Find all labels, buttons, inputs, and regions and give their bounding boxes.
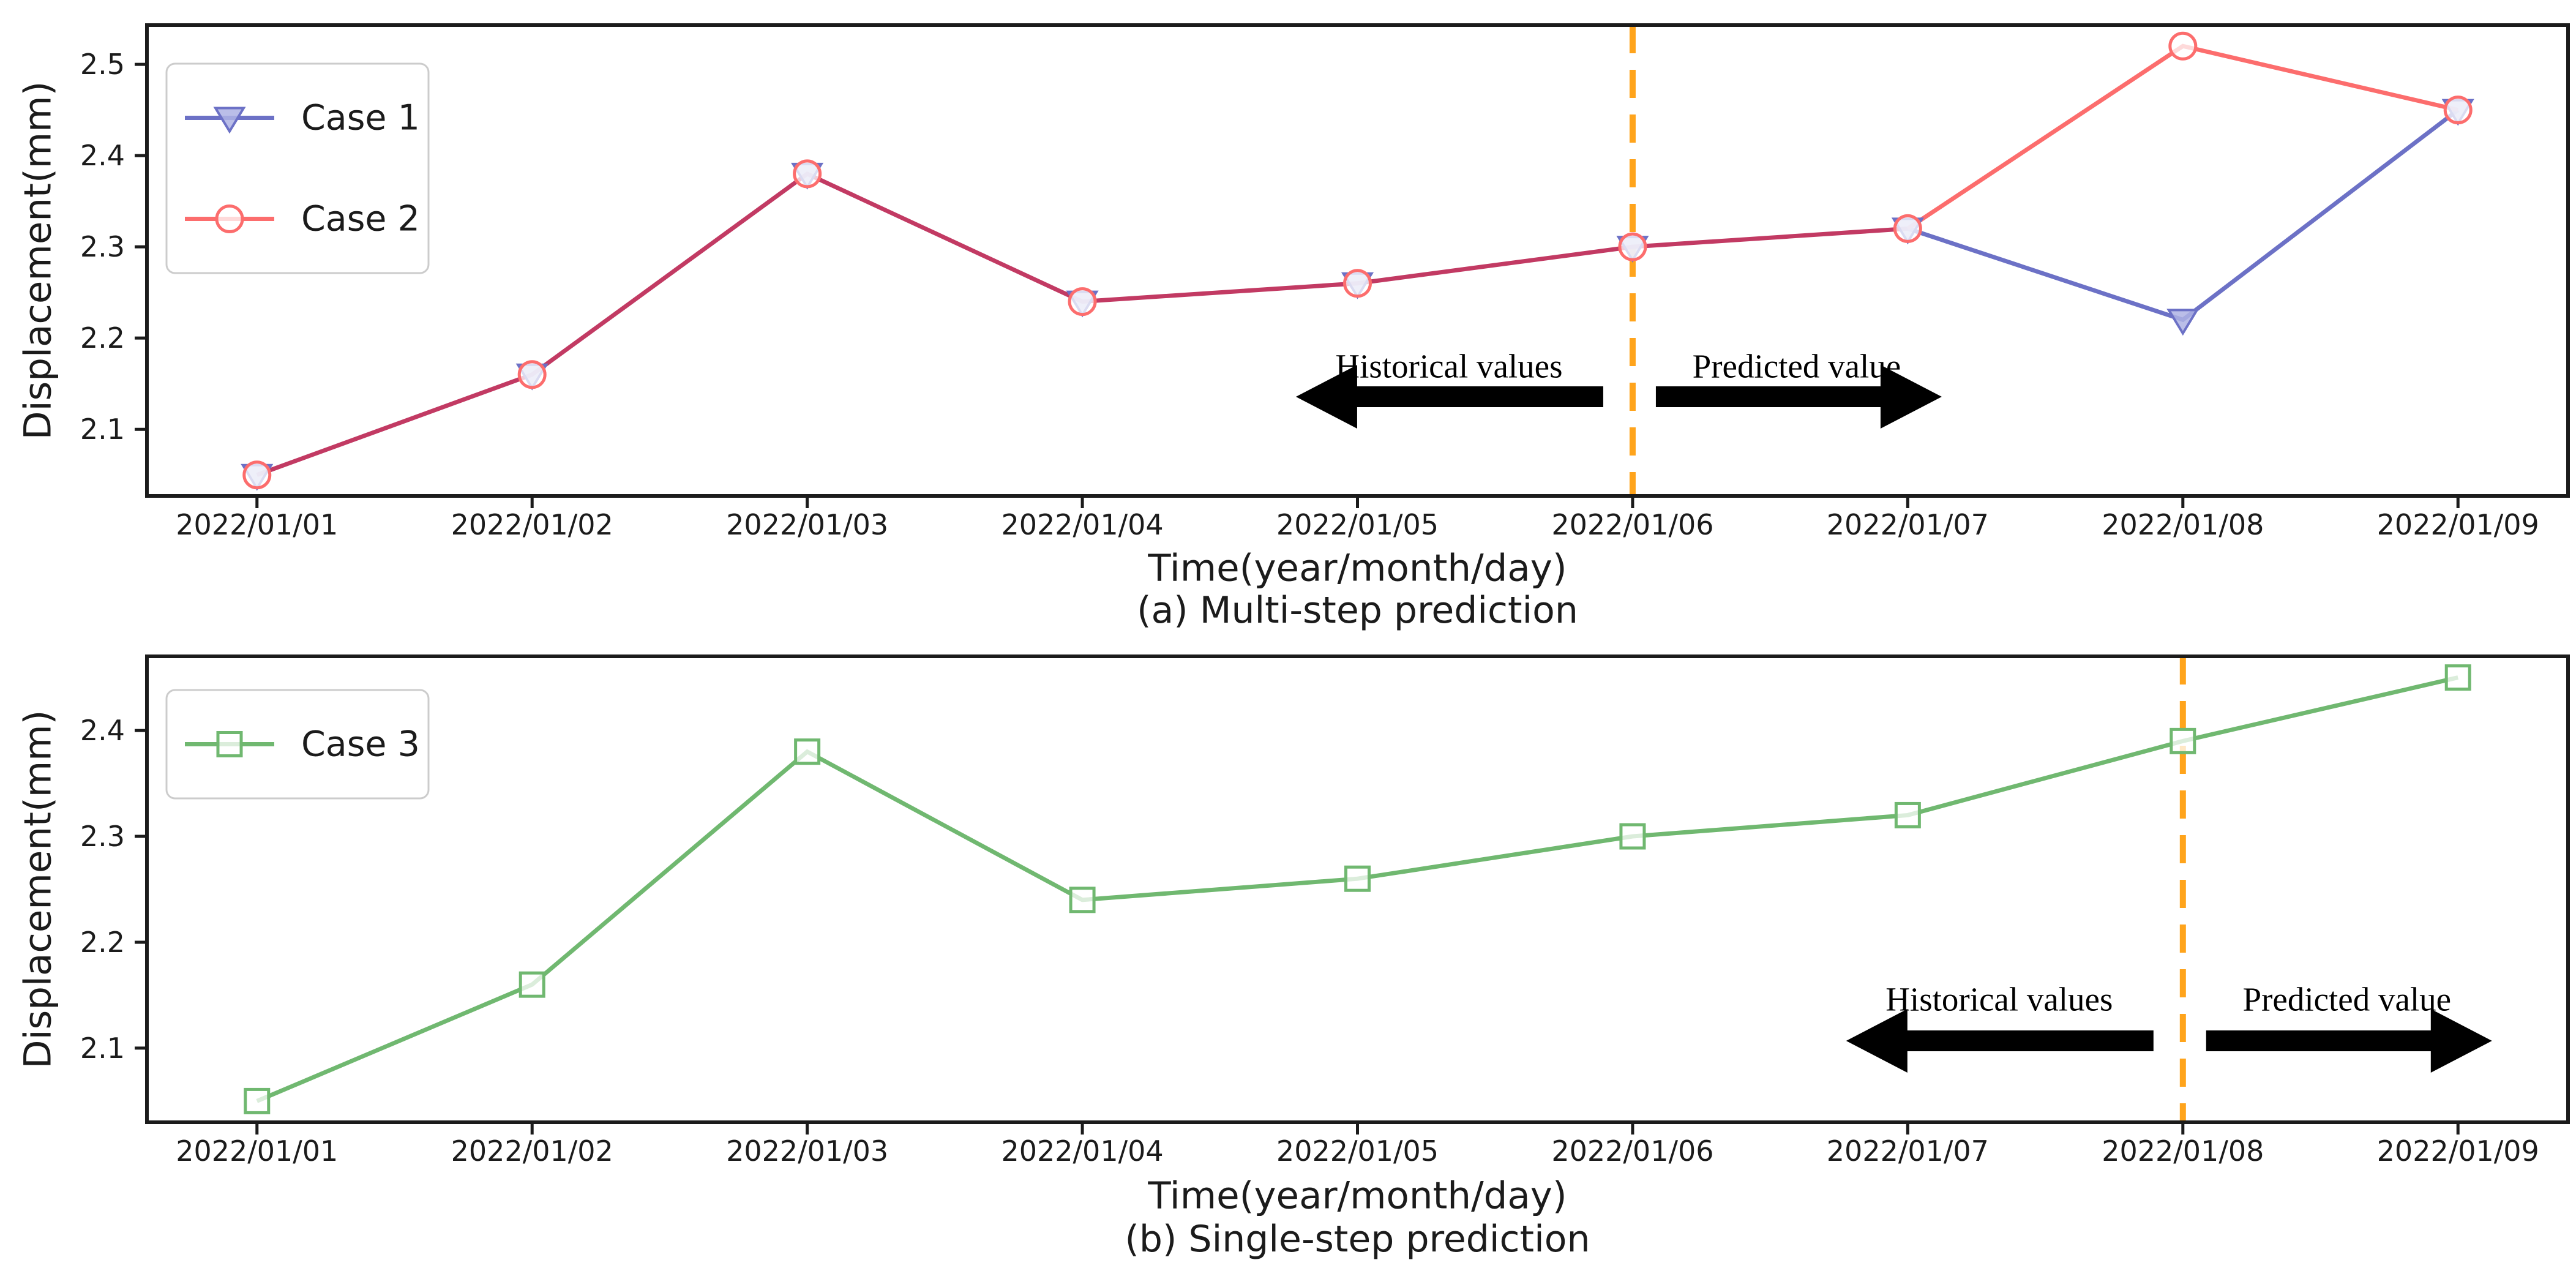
square-marker: [2170, 727, 2196, 754]
legend-item: Case 1: [185, 98, 420, 138]
case-1-predicted-line: [1907, 108, 2460, 323]
square-marker: [1069, 887, 1096, 913]
predicted-value-label: Predicted value: [1693, 348, 1901, 385]
circle-marker: [517, 360, 547, 389]
legend-item: Case 3: [185, 724, 420, 765]
square-marker: [244, 1087, 271, 1114]
circle-marker: [1068, 287, 1097, 317]
square-marker: [519, 971, 545, 998]
y-tick-label: 2.3: [80, 820, 125, 853]
x-tick-label: 2022/01/06: [1551, 508, 1713, 541]
chart-b: 2022/01/01 2022/01/02 2022/01/03 2022/01/04…: [17, 655, 2570, 1261]
x-tick-label: 2022/01/04: [1001, 1135, 1163, 1168]
historical-values-label: Historical values: [1885, 981, 2113, 1018]
square-marker: [1619, 823, 1646, 850]
legend-label: Case 1: [301, 98, 420, 138]
y-tick-label: 2.5: [80, 48, 125, 81]
x-tick-label: 2022/01/08: [2102, 508, 2264, 541]
circle-marker: [242, 460, 272, 490]
y-tick-label: 2.3: [80, 230, 125, 263]
x-tick-label: 2022/01/05: [1276, 1135, 1439, 1168]
plot-border: [145, 23, 2570, 498]
predicted-arrow: [2206, 1009, 2492, 1073]
legend-box: [165, 689, 430, 800]
y-tick-label: 2.1: [80, 413, 125, 446]
triangle-down-marker: [2166, 309, 2200, 336]
x-tick-label: 2022/01/09: [2377, 508, 2539, 541]
historical-values-label: Historical values: [1335, 348, 1562, 385]
x-tick-label: 2022/01/07: [1827, 508, 1989, 541]
y-tick-label: 2.2: [80, 926, 125, 959]
historical-arrow: [1846, 1009, 2154, 1073]
x-tick-label: 2022/01/02: [451, 508, 613, 541]
triangle-down-legend-marker: [213, 107, 246, 134]
square-marker: [1894, 801, 1921, 828]
x-tick-label: 2022/01/03: [726, 508, 888, 541]
x-axis-label: Time(year/month/day): [1147, 547, 1567, 590]
square-marker: [794, 738, 821, 765]
square-legend-marker: [216, 731, 243, 757]
circle-marker: [1343, 269, 1372, 298]
circle-marker: [2168, 31, 2198, 61]
x-tick-label: 2022/01/03: [726, 1135, 888, 1168]
square-marker: [2444, 664, 2471, 691]
historical-arrow: [1295, 365, 1603, 429]
legend: Case 1 Case 2: [165, 62, 430, 274]
x-tick-label: 2022/01/06: [1551, 1135, 1713, 1168]
x-tick-label: 2022/01/04: [1001, 508, 1163, 541]
subplot-caption: (b) Single-step prediction: [1125, 1218, 1590, 1261]
case-2-predicted-line: [1906, 43, 2459, 231]
y-axis-label: Displacement(mm): [17, 710, 60, 1069]
legend-label: Case 3: [301, 724, 420, 765]
historical-overlap-line: [256, 171, 1908, 478]
y-tick-label: 2.4: [80, 139, 125, 172]
predicted-value-label: Predicted value: [2243, 981, 2452, 1018]
square-marker: [1344, 865, 1371, 892]
case-3-markers: [244, 664, 2471, 1114]
chart-a: 2022/01/01 2022/01/02 2022/01/03 2022/01/04…: [17, 23, 2570, 632]
annotation-group: Historical values Predicted value: [1295, 348, 1942, 429]
circle-marker: [1618, 232, 1647, 261]
x-tick-label: 2022/01/02: [451, 1135, 613, 1168]
annotation-group: Historical values Predicted value: [1846, 981, 2492, 1073]
circle-marker: [2443, 96, 2473, 125]
x-tick-label: 2022/01/07: [1827, 1135, 1989, 1168]
x-axis-label: Time(year/month/day): [1147, 1174, 1567, 1218]
legend-item: Case 2: [185, 199, 420, 239]
x-tick-label: 2022/01/09: [2377, 1135, 2539, 1168]
case-2-markers: [242, 31, 2473, 490]
x-tick-label: 2022/01/08: [2102, 1135, 2264, 1168]
y-tick-label: 2.2: [80, 321, 125, 354]
legend-box: [165, 62, 430, 274]
legend-label: Case 2: [301, 199, 420, 239]
y-tick-label: 2.4: [80, 714, 125, 747]
subplot-caption: (a) Multi-step prediction: [1137, 589, 1578, 632]
y-axis-label: Displacement(mm): [17, 81, 60, 440]
predicted-arrow: [1655, 365, 1942, 429]
circle-marker: [793, 159, 822, 189]
x-tick-label: 2022/01/01: [176, 1135, 338, 1168]
y-tick-label: 2.1: [80, 1032, 125, 1065]
x-tick-label: 2022/01/05: [1276, 508, 1439, 541]
circle-marker: [1893, 214, 1922, 243]
x-tick-label: 2022/01/01: [176, 508, 338, 541]
legend: Case 3: [165, 689, 430, 800]
circle-legend-marker: [215, 204, 244, 233]
